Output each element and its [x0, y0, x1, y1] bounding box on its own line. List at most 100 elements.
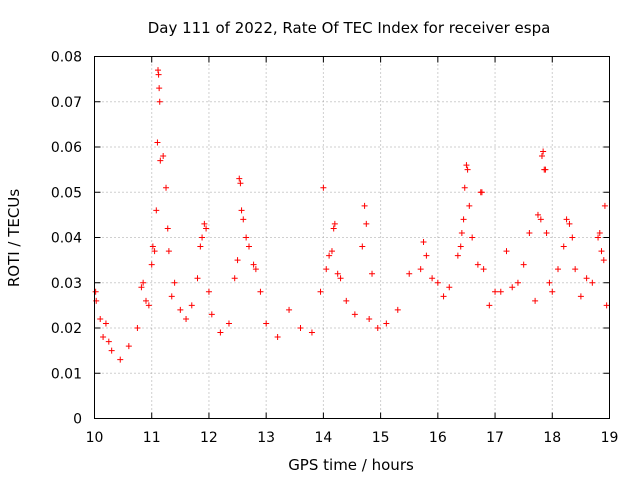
data-point: [463, 162, 470, 169]
data-point: [458, 229, 465, 236]
x-tick-label: 17: [486, 430, 504, 446]
data-point: [125, 343, 132, 350]
data-point: [203, 225, 210, 232]
data-point: [138, 284, 145, 291]
y-axis-label: ROTI / TECUs: [5, 189, 23, 287]
data-point: [225, 320, 232, 327]
y-tick-label: 0: [73, 412, 82, 428]
grid: [94, 56, 610, 419]
data-point: [540, 148, 547, 155]
data-point: [583, 275, 590, 282]
data-point: [572, 266, 579, 273]
data-point: [143, 297, 149, 304]
data-point: [105, 338, 112, 345]
data-point: [331, 220, 338, 227]
data-point: [514, 279, 521, 286]
data-point: [156, 85, 163, 92]
data-point: [534, 211, 541, 218]
data-point: [197, 243, 204, 250]
data-point: [153, 207, 160, 214]
data-point: [532, 297, 539, 304]
data-point: [157, 157, 164, 164]
data-point: [171, 279, 178, 286]
data-point: [555, 266, 561, 273]
axis-ticks: [94, 56, 610, 419]
data-point: [560, 243, 567, 250]
data-point: [598, 248, 605, 255]
data-point: [394, 306, 401, 313]
data-point: [168, 293, 175, 300]
x-tick-label: 14: [314, 430, 332, 446]
data-point: [323, 266, 330, 273]
data-point: [461, 184, 468, 191]
data-point: [183, 315, 190, 322]
data-point: [563, 216, 570, 223]
data-point: [374, 325, 381, 331]
data-point: [237, 180, 244, 187]
data-point: [108, 347, 115, 354]
data-point: [537, 216, 544, 223]
data-point: [600, 257, 607, 264]
data-point: [366, 315, 373, 322]
data-point: [429, 275, 436, 282]
data-point: [217, 329, 224, 336]
data-point: [361, 202, 368, 209]
data-point: [165, 248, 172, 255]
data-point: [406, 270, 413, 277]
data-point: [549, 288, 556, 295]
data-point: [163, 184, 170, 191]
data-point: [208, 311, 215, 318]
data-point: [246, 243, 252, 250]
data-point: [326, 252, 333, 259]
data-point: [601, 202, 608, 209]
data-point: [199, 234, 206, 241]
y-tick-label: 0.05: [51, 185, 82, 201]
y-tick-label: 0.08: [51, 50, 82, 66]
data-point: [102, 320, 109, 327]
data-point: [359, 243, 366, 250]
data-point: [155, 67, 162, 74]
data-point: [434, 279, 441, 286]
data-point: [480, 266, 487, 273]
data-point: [363, 220, 370, 227]
data-point: [492, 288, 499, 295]
data-point: [252, 266, 259, 273]
data-point: [526, 229, 533, 236]
data-point: [474, 261, 481, 268]
data-point: [92, 288, 99, 295]
x-tick-label: 11: [143, 430, 161, 446]
data-point: [274, 334, 281, 341]
data-point: [538, 153, 545, 160]
data-point: [423, 252, 430, 259]
data-point: [231, 275, 238, 282]
data-point: [469, 234, 476, 241]
data-point: [595, 234, 602, 241]
data-point: [151, 248, 158, 255]
data-point: [160, 153, 167, 160]
x-axis-label: GPS time / hours: [288, 456, 414, 474]
data-point: [328, 248, 335, 255]
data-point: [543, 229, 550, 236]
data-point: [250, 261, 257, 268]
data-point: [383, 320, 390, 327]
data-point: [566, 220, 573, 227]
data-point: [201, 220, 208, 227]
data-point: [334, 270, 341, 277]
y-tick-label: 0.04: [51, 231, 82, 247]
data-point: [589, 279, 596, 286]
data-point: [317, 288, 324, 295]
data-point: [234, 257, 241, 264]
plot-frame: [94, 56, 610, 419]
x-tick-label: 18: [543, 430, 561, 446]
data-point: [446, 284, 453, 291]
data-point: [145, 302, 152, 309]
data-point: [417, 266, 424, 273]
chart-title: Day 111 of 2022, Rate Of TEC Index for r…: [148, 19, 551, 37]
data-point: [457, 243, 464, 250]
data-point: [205, 288, 212, 295]
data-point: [466, 202, 473, 209]
data-point: [297, 325, 304, 331]
data-point: [596, 229, 603, 236]
data-point: [236, 175, 243, 182]
data-point: [420, 239, 427, 246]
